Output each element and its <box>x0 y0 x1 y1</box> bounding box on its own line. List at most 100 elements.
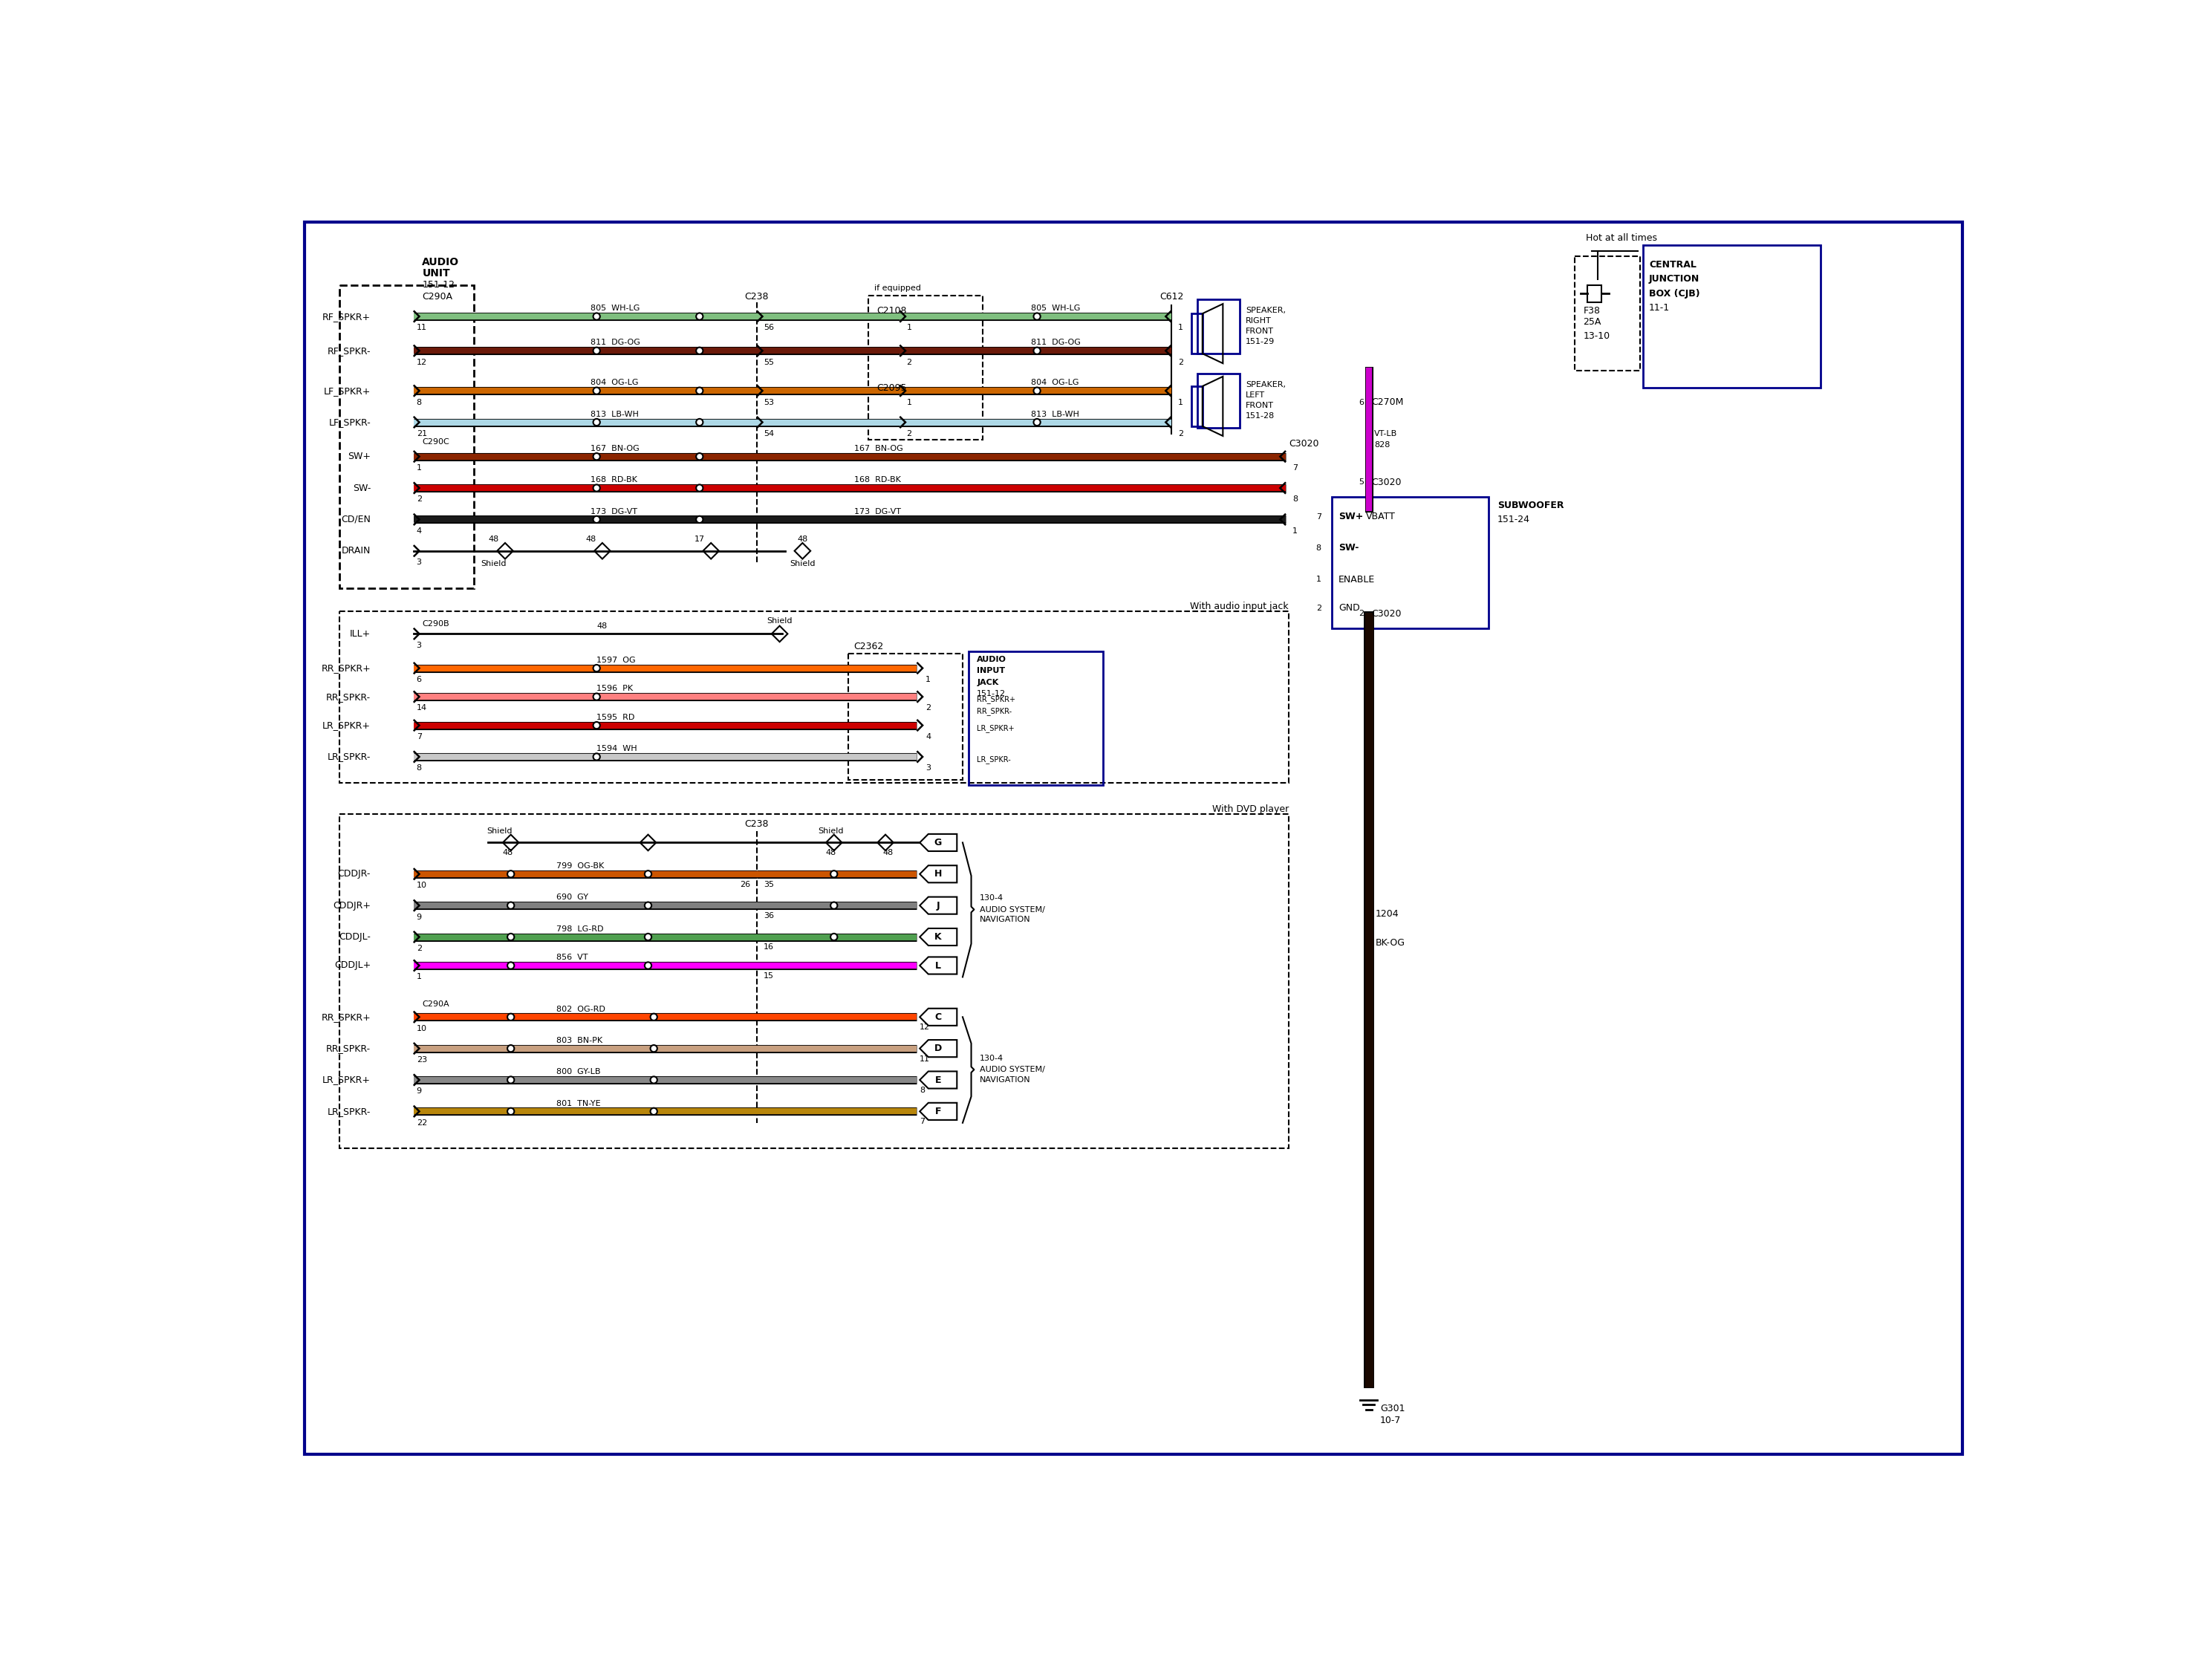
Text: 11-1: 11-1 <box>1648 304 1670 312</box>
Text: 22: 22 <box>416 1119 427 1127</box>
Text: NAVIGATION: NAVIGATION <box>980 916 1031 923</box>
Text: AUDIO SYSTEM/: AUDIO SYSTEM/ <box>980 906 1044 913</box>
Polygon shape <box>920 956 958 974</box>
Text: C290A: C290A <box>422 1001 449 1008</box>
Text: 1: 1 <box>1179 324 1183 332</box>
Polygon shape <box>920 928 958 946</box>
Text: RR_SPKR-: RR_SPKR- <box>325 1044 372 1054</box>
Text: JACK: JACK <box>978 679 998 686</box>
Text: JUNCTION: JUNCTION <box>1648 274 1699 284</box>
Circle shape <box>830 870 838 878</box>
Text: VBATT: VBATT <box>1365 511 1396 521</box>
Text: LR_SPKR-: LR_SPKR- <box>327 1107 372 1116</box>
Text: CD/EN: CD/EN <box>341 515 372 525</box>
Text: H: H <box>933 870 942 878</box>
Circle shape <box>1033 347 1040 354</box>
Circle shape <box>593 754 599 760</box>
Bar <box>338 813 1290 1149</box>
Text: RIGHT: RIGHT <box>1245 317 1272 325</box>
Text: 16: 16 <box>763 943 774 951</box>
Text: SUBWOOFER: SUBWOOFER <box>1498 500 1564 510</box>
Text: 15: 15 <box>763 973 774 979</box>
Text: 2: 2 <box>1179 359 1183 365</box>
Text: RF_SPKR+: RF_SPKR+ <box>323 312 372 322</box>
Circle shape <box>507 1014 513 1021</box>
Text: 8: 8 <box>1316 544 1321 551</box>
Text: ILL+: ILL+ <box>349 629 372 639</box>
Text: 1: 1 <box>907 398 911 407</box>
Text: K: K <box>933 933 942 941</box>
Text: C: C <box>936 1013 942 1023</box>
Text: 811  DG-OG: 811 DG-OG <box>1031 339 1082 347</box>
Circle shape <box>1033 418 1040 425</box>
Text: 167  BN-OG: 167 BN-OG <box>854 445 902 452</box>
Circle shape <box>830 901 838 910</box>
Bar <box>869 295 982 440</box>
Circle shape <box>507 901 513 910</box>
Text: CDDJL+: CDDJL+ <box>334 961 372 971</box>
Text: 167  BN-OG: 167 BN-OG <box>591 445 639 452</box>
Circle shape <box>593 387 599 393</box>
Text: 2: 2 <box>416 945 422 953</box>
Text: 6: 6 <box>1358 398 1363 407</box>
Text: 25A: 25A <box>1584 317 1601 327</box>
Text: SW+: SW+ <box>347 452 372 461</box>
Circle shape <box>697 347 703 354</box>
Text: 2: 2 <box>907 430 911 437</box>
Text: CDDJL-: CDDJL- <box>338 933 372 941</box>
Text: C270M: C270M <box>1371 397 1405 407</box>
Text: CDDJR+: CDDJR+ <box>332 901 372 910</box>
Text: 7: 7 <box>416 734 422 740</box>
Text: C290B: C290B <box>422 619 449 627</box>
Text: 798  LG-RD: 798 LG-RD <box>557 925 604 933</box>
Text: 799  OG-BK: 799 OG-BK <box>557 862 604 870</box>
Text: 151-29: 151-29 <box>1245 339 1274 345</box>
Text: 2: 2 <box>1358 611 1365 618</box>
Text: SW+: SW+ <box>1338 511 1363 521</box>
Text: 130-4: 130-4 <box>980 1054 1004 1062</box>
Text: C290A: C290A <box>422 292 453 300</box>
Text: 21: 21 <box>416 430 427 437</box>
Circle shape <box>593 314 599 320</box>
Text: FRONT: FRONT <box>1245 402 1274 410</box>
Text: 8: 8 <box>1292 496 1298 503</box>
Text: 7: 7 <box>1292 465 1298 471</box>
Circle shape <box>644 933 653 940</box>
Text: ENABLE: ENABLE <box>1338 574 1376 584</box>
Text: SW-: SW- <box>352 483 372 493</box>
Text: 11: 11 <box>920 1056 929 1062</box>
Circle shape <box>644 901 653 910</box>
Bar <box>1192 387 1203 427</box>
Circle shape <box>1033 314 1040 320</box>
Text: C238: C238 <box>745 292 770 300</box>
Text: RR_SPKR+: RR_SPKR+ <box>321 1013 372 1023</box>
Text: LR_SPKR+: LR_SPKR+ <box>323 1076 372 1084</box>
Text: 17: 17 <box>695 536 706 543</box>
Text: E: E <box>936 1076 940 1084</box>
Text: 56: 56 <box>763 324 774 332</box>
Polygon shape <box>920 1102 958 1121</box>
Circle shape <box>650 1107 657 1116</box>
Text: 48: 48 <box>796 536 807 543</box>
Text: C2095: C2095 <box>876 383 907 393</box>
Text: 10: 10 <box>416 881 427 890</box>
Text: Shield: Shield <box>768 618 792 624</box>
Circle shape <box>593 453 599 460</box>
Text: 2: 2 <box>925 704 931 712</box>
Text: 1597  OG: 1597 OG <box>597 656 635 664</box>
Text: 2: 2 <box>907 359 911 365</box>
Polygon shape <box>920 1008 958 1026</box>
Text: C2108: C2108 <box>876 305 907 315</box>
Text: RR_SPKR+: RR_SPKR+ <box>321 664 372 672</box>
Text: 813  LB-WH: 813 LB-WH <box>591 410 639 418</box>
Text: 805  WH-LG: 805 WH-LG <box>1031 305 1082 312</box>
Circle shape <box>644 963 653 969</box>
Text: Shield: Shield <box>480 559 507 568</box>
Text: 9: 9 <box>416 913 422 921</box>
Text: UNIT: UNIT <box>422 269 449 279</box>
Text: C3020: C3020 <box>1371 609 1402 619</box>
Bar <box>338 286 473 588</box>
Text: 4: 4 <box>925 734 931 740</box>
Text: 54: 54 <box>763 430 774 437</box>
Bar <box>969 651 1104 785</box>
